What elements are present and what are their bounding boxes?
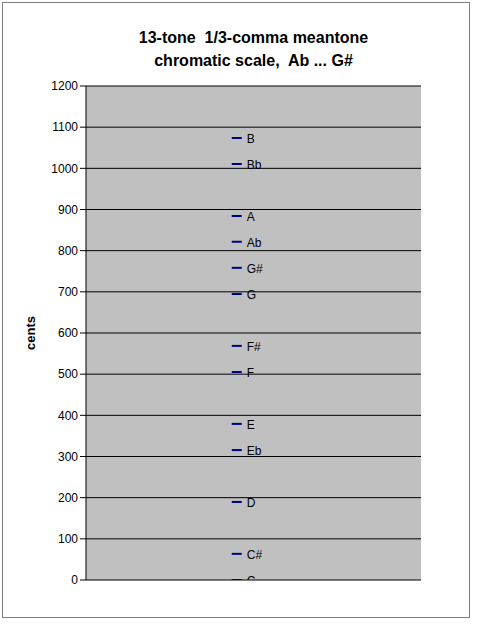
svg-text:C: C xyxy=(247,574,256,580)
svg-text:Bb: Bb xyxy=(247,158,262,172)
svg-text:F#: F# xyxy=(247,340,261,354)
svg-text:D: D xyxy=(247,496,256,510)
svg-text:900: 900 xyxy=(58,203,78,217)
svg-text:600: 600 xyxy=(58,326,78,340)
svg-text:100: 100 xyxy=(58,532,78,546)
svg-text:700: 700 xyxy=(58,285,78,299)
html-text:13-tone 1/3-comma meantone: 13-tone 1/3-comma meantone xyxy=(138,29,369,46)
svg-text:A: A xyxy=(247,210,255,224)
svg-text:500: 500 xyxy=(58,367,78,381)
svg-text:300: 300 xyxy=(58,450,78,464)
svg-text:0: 0 xyxy=(71,573,78,587)
svg-text:200: 200 xyxy=(58,491,78,505)
svg-text:G: G xyxy=(247,288,256,302)
svg-text:F: F xyxy=(247,366,254,380)
svg-text:1100: 1100 xyxy=(52,120,78,134)
html-text:chromatic scale, Ab ... G#: chromatic scale, Ab ... G# xyxy=(154,52,353,69)
svg-text:cents: cents xyxy=(23,316,38,350)
svg-text:800: 800 xyxy=(58,244,78,258)
svg-text:E: E xyxy=(247,418,255,432)
svg-text:400: 400 xyxy=(58,409,78,423)
svg-text:1000: 1000 xyxy=(51,162,78,176)
svg-text:Ab: Ab xyxy=(247,236,262,250)
svg-text:G#: G# xyxy=(247,262,263,276)
svg-text:B: B xyxy=(247,132,255,146)
svg-text:C#: C# xyxy=(247,548,263,562)
svg-text:1200: 1200 xyxy=(51,79,78,93)
svg-text:Eb: Eb xyxy=(247,444,262,458)
